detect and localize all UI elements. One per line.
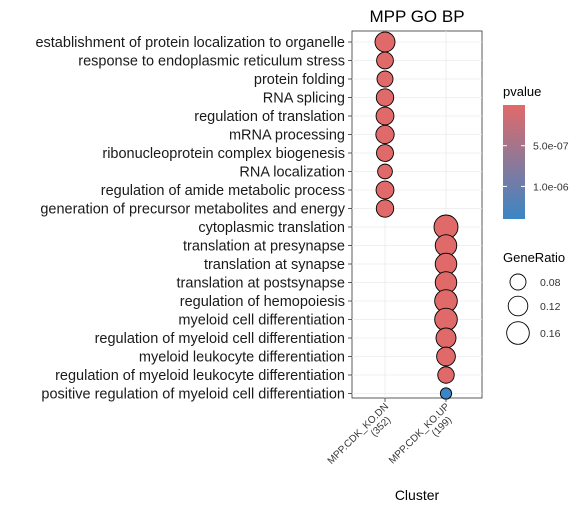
y-tick-label: myeloid leukocyte differentiation: [139, 350, 345, 366]
pvalue-legend: pvalue 5.0e-07 1.0e-06: [503, 84, 569, 219]
data-point: [375, 106, 395, 126]
data-point: [375, 88, 395, 107]
data-point: [375, 199, 395, 218]
data-point: [376, 51, 394, 70]
term-labels: establishment of protein localization to…: [35, 35, 345, 403]
y-tick-label: protein folding: [254, 72, 345, 88]
y-tick-label: translation at postsynapse: [177, 276, 345, 292]
y-tick-label: regulation of amide metabolic process: [101, 183, 345, 199]
plot-panel: [351, 30, 483, 399]
y-tick-label: RNA splicing: [263, 91, 345, 107]
data-point: [437, 366, 455, 384]
y-tick-label: ribonucleoprotein complex biogenesis: [102, 146, 345, 162]
generatio-legend: GeneRatio 0.08 0.12 0.16: [503, 250, 565, 345]
data-point: [376, 70, 394, 88]
data-point: [374, 31, 396, 53]
data-point: [375, 124, 395, 145]
x-tick-label: MPP.CDK_KO.DN(352): [326, 401, 394, 466]
y-tick-label: regulation of translation: [194, 109, 345, 125]
generatio-legend-label: 0.08: [540, 277, 561, 289]
data-point: [434, 307, 458, 332]
generatio-legend-label: 0.12: [540, 301, 561, 313]
data-point: [375, 180, 395, 200]
data-point: [435, 327, 457, 349]
x-tick-label: MPP.CDK_KO.UP(199): [387, 401, 454, 466]
generatio-legend-circle: [507, 295, 529, 317]
chart-title: MPP GO BP: [369, 7, 464, 26]
data-point: [436, 346, 456, 367]
data-point: [377, 163, 393, 180]
y-tick-label: myeloid cell differentiation: [178, 313, 345, 329]
y-tick-label: cytoplasmic translation: [198, 220, 345, 236]
generatio-legend-label: 0.16: [540, 328, 561, 340]
y-tick-label: establishment of protein localization to…: [35, 35, 345, 51]
colorbar-tick-label: 5.0e-07: [533, 141, 569, 153]
y-tick-label: regulation of hemopoiesis: [180, 294, 345, 310]
y-tick-label: regulation of myeloid leukocyte differen…: [55, 368, 345, 384]
pvalue-colorbar: [503, 105, 525, 219]
y-tick-label: response to endoplasmic reticulum stress: [78, 54, 345, 70]
y-tick-label: translation at presynapse: [183, 239, 345, 255]
pvalue-legend-title: pvalue: [503, 84, 541, 99]
pvalue-legend-ticks: 5.0e-07 1.0e-06: [503, 141, 569, 193]
data-point: [376, 144, 394, 162]
generatio-legend-circle: [509, 273, 527, 291]
data-points: [374, 31, 459, 400]
y-tick-label: translation at synapse: [204, 257, 345, 273]
colorbar-tick-label: 1.0e-06: [533, 181, 569, 193]
y-tick-label: generation of precursor metabolites and …: [40, 202, 345, 218]
x-axis-ticks: [384, 398, 447, 402]
y-tick-label: RNA localization: [239, 165, 345, 181]
generatio-legend-circle: [506, 321, 530, 345]
y-tick-label: positive regulation of myeloid cell diff…: [41, 387, 345, 403]
x-axis-tick-labels: MPP.CDK_KO.DN(352)MPP.CDK_KO.UP(199): [326, 401, 455, 467]
y-axis-ticks: [348, 41, 352, 394]
y-tick-label: mRNA processing: [229, 128, 345, 144]
y-tick-label: regulation of myeloid cell differentiati…: [95, 331, 345, 347]
data-point: [439, 387, 453, 400]
generatio-legend-items: 0.08 0.12 0.16: [506, 273, 561, 345]
x-axis-title: Cluster: [395, 487, 440, 503]
generatio-legend-title: GeneRatio: [503, 250, 565, 265]
